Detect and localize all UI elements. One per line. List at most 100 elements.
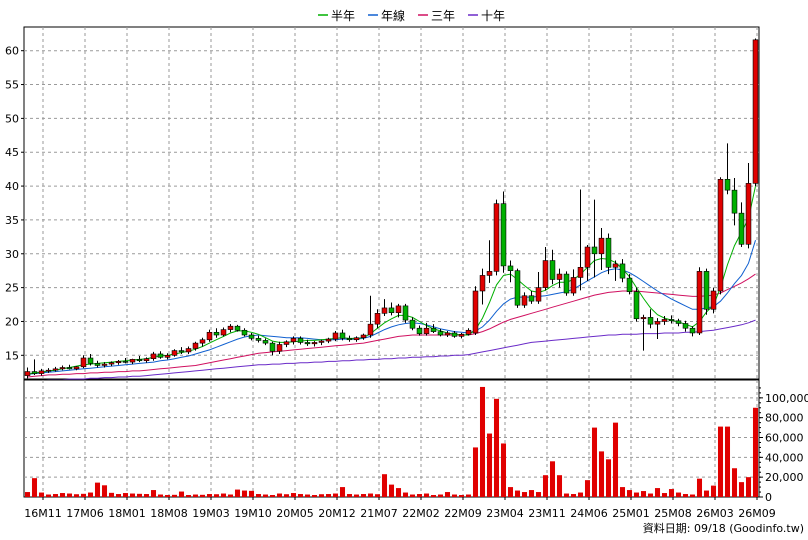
candle-body (507, 265, 514, 271)
candle-body (549, 260, 556, 280)
volume-bar (241, 490, 248, 497)
volume-bar (542, 475, 549, 497)
x-tick-label: 23M11 (528, 507, 566, 520)
price-tick-label: 30 (5, 248, 19, 261)
candle-body (451, 332, 458, 337)
volume-bar (570, 494, 577, 497)
candle-body (430, 327, 437, 332)
candle-body (556, 273, 563, 280)
candle-body (59, 367, 66, 370)
candle-body (542, 260, 549, 288)
volume-bar (416, 494, 423, 497)
volume-bar (402, 492, 409, 497)
candle-body (458, 334, 465, 337)
volume-bar (661, 493, 668, 497)
price-tick-label: 25 (5, 282, 19, 295)
candle-body (115, 361, 122, 364)
volume-bar (556, 475, 563, 497)
candle-body (332, 332, 339, 340)
x-tick-label: 21M07 (360, 507, 398, 520)
volume-bar (325, 494, 332, 497)
x-tick-label: 22M09 (444, 507, 482, 520)
volume-bar (255, 494, 262, 497)
volume-bar (73, 494, 80, 497)
volume-bar (129, 493, 136, 497)
volume-bar (584, 480, 591, 497)
volume-bar (262, 494, 269, 497)
candle-body (241, 329, 248, 336)
price-panel: 15 20 25 30 35 40 45 50 55 60 (5, 26, 760, 381)
volume-bar (164, 495, 171, 497)
volume-bar (381, 474, 388, 497)
volume-bar (486, 433, 493, 497)
legend-label: 年線 (381, 8, 405, 23)
candle-body (52, 368, 59, 371)
volume-bar (213, 494, 220, 497)
volume-bar (633, 492, 640, 497)
candle-body (647, 317, 654, 325)
candle-body (80, 357, 87, 368)
volume-bar (451, 494, 458, 497)
candle-body (444, 332, 451, 336)
candle-body (605, 237, 612, 268)
candle-body (465, 329, 472, 335)
candle-body (24, 371, 31, 376)
candle-body (66, 367, 73, 370)
candle-body (290, 338, 297, 343)
candle-body (255, 338, 262, 341)
volume-bar (605, 459, 612, 497)
candle-body (745, 183, 752, 245)
volume-bar (248, 490, 255, 497)
volume-bar (465, 494, 472, 497)
volume-bar (171, 494, 178, 497)
volume-bar (654, 488, 661, 497)
volume-bar (745, 477, 752, 497)
price-tick-label: 15 (5, 349, 19, 362)
candle-body (311, 342, 318, 345)
x-tick-label: 18M08 (150, 507, 188, 520)
volume-bar (297, 494, 304, 497)
candle-body (325, 338, 332, 342)
candle-body (87, 357, 94, 364)
x-tick-label: 26M09 (738, 507, 776, 520)
volume-bar (738, 482, 745, 497)
volume-bar (549, 461, 556, 497)
candle-body (339, 332, 346, 339)
candle-body (521, 295, 528, 306)
volume-bar (178, 491, 185, 497)
x-axis: 16M11 17M06 18M01 18M08 19M03 19M10 20M05 20M12… (24, 497, 776, 520)
candle-body (122, 361, 129, 363)
candle-body (31, 371, 38, 374)
volume-bar (528, 490, 535, 497)
volume-tick-label: 80,000 (765, 412, 804, 425)
candle-body (710, 290, 717, 310)
candle-body (283, 341, 290, 345)
volume-bar (430, 495, 437, 497)
volume-bar (507, 487, 514, 497)
candle-body (346, 338, 353, 341)
candle-body (213, 331, 220, 336)
candle-body (108, 362, 115, 365)
candle-body (381, 307, 388, 314)
volume-bar (101, 485, 108, 497)
candle-body (633, 291, 640, 320)
candle-body (675, 320, 682, 324)
volume-bar (647, 493, 654, 497)
candle-body (353, 337, 360, 341)
candle-body (731, 189, 738, 214)
volume-bar (472, 447, 479, 497)
candle-body (514, 270, 521, 306)
candle-body (164, 355, 171, 358)
volume-bar (612, 422, 619, 497)
candle-body (584, 246, 591, 268)
volume-bar (640, 491, 647, 497)
candle-body (654, 321, 661, 325)
x-tick-label: 19M03 (192, 507, 230, 520)
candle-body (199, 339, 206, 344)
volume-bar (598, 451, 605, 497)
candle-body (612, 263, 619, 268)
candle-body (416, 327, 423, 334)
volume-tick-label: 40,000 (765, 451, 804, 464)
candle-body (500, 203, 507, 267)
